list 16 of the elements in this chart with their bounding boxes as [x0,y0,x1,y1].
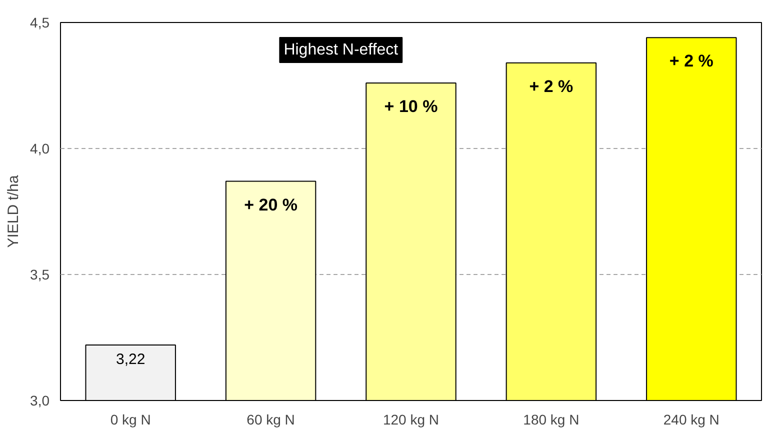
y-axis-title: YIELD t/ha [5,174,22,248]
y-tick-label: 3,5 [30,266,50,282]
y-tick-label: 4,0 [30,140,50,156]
annotation: + 2 % [529,76,574,96]
x-tick-label: 180 kg N [523,412,580,428]
x-tick-label: 60 kg N [246,412,295,428]
data-label: 3,22 [116,351,146,368]
x-tick-label: 240 kg N [663,412,720,428]
y-tick-label: 4,5 [30,14,50,30]
x-tick-label: 120 kg N [382,412,440,428]
annotation: + 2 % [669,52,714,71]
annotation: Highest N-effect [284,42,399,58]
annotation: + 10 % [384,96,438,116]
y-tick-label: 3,0 [30,392,50,408]
annotation: + 20 % [244,195,298,214]
x-tick-label: 0 kg N [110,412,151,428]
